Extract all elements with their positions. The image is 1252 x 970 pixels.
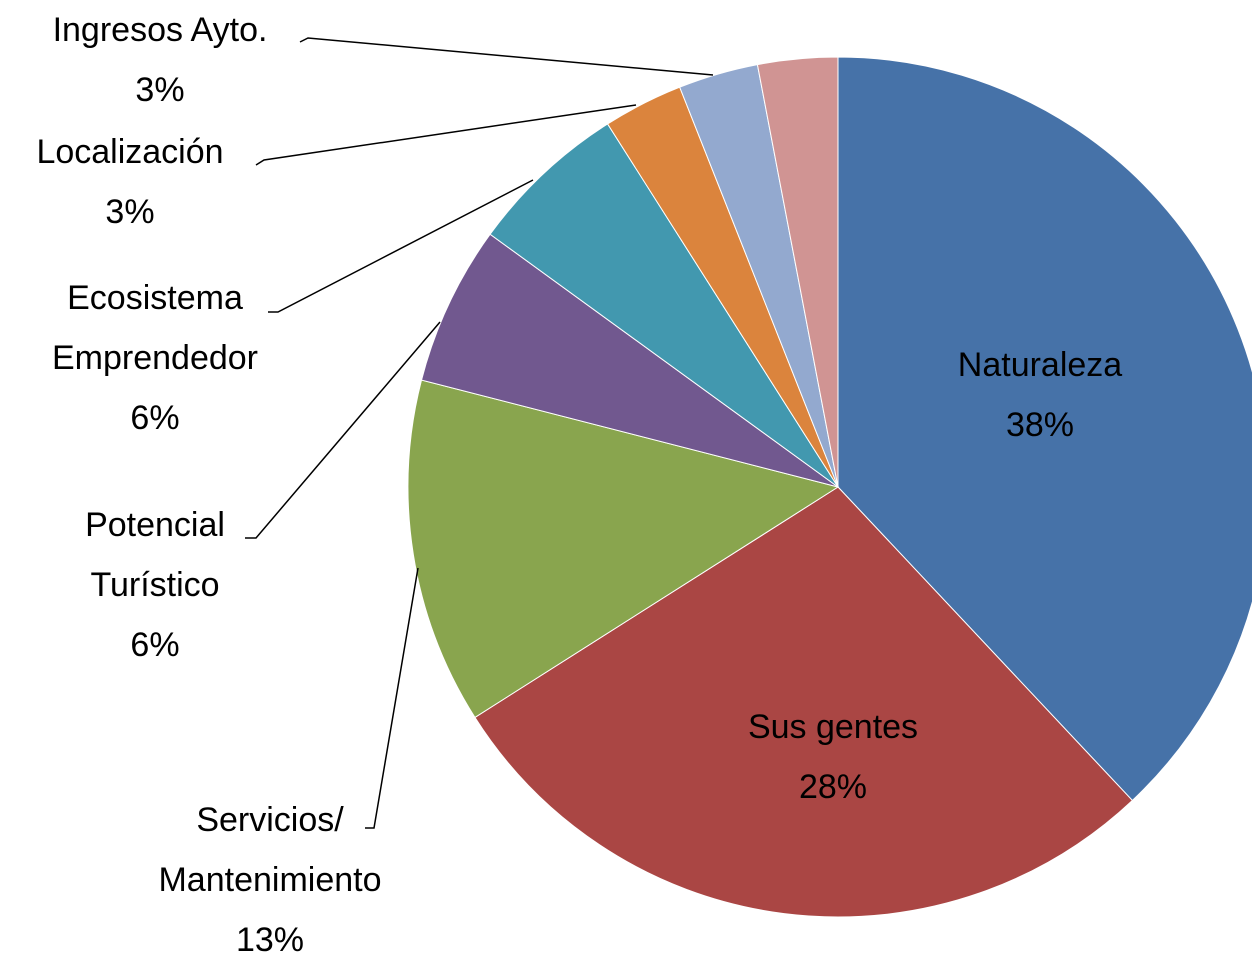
data-label: Ecosistema Emprendedor 6%	[30, 268, 280, 448]
leader-line	[268, 179, 534, 313]
pie-slice	[474, 486, 1134, 918]
category-label: Localización	[36, 133, 224, 171]
data-label: Localización 3%	[0, 122, 260, 242]
leader-line	[299, 37, 714, 76]
value-label: 13%	[235, 921, 305, 959]
leader-lines	[245, 37, 714, 829]
leader-line	[365, 567, 419, 829]
pie-slice	[407, 379, 840, 719]
data-label: Ingresos Ayto. 3%	[10, 0, 310, 120]
pie-slice	[489, 123, 839, 488]
value-label: 28%	[798, 768, 868, 806]
leader-line	[255, 104, 637, 166]
category-label: Naturaleza	[957, 346, 1123, 384]
pie-slice	[837, 56, 1252, 802]
category-label: Servicios/ Mantenimiento	[158, 801, 382, 899]
chart	[245, 37, 1252, 918]
value-label: 6%	[130, 626, 180, 664]
category-label: Potencial Turístico	[85, 506, 225, 604]
leader-line	[245, 321, 441, 539]
category-label: Sus gentes	[747, 708, 919, 746]
category-label: Ecosistema Emprendedor	[51, 279, 258, 377]
data-label: Servicios/ Mantenimiento 13%	[120, 790, 420, 970]
category-label: Ingresos Ayto.	[52, 11, 268, 49]
value-label: 3%	[135, 71, 185, 109]
pie-slice	[420, 233, 839, 488]
data-label: Naturaleza 38%	[890, 335, 1190, 455]
data-label: Sus gentes 28%	[683, 697, 983, 817]
value-label: 38%	[1005, 406, 1075, 444]
pie-slice	[756, 56, 839, 488]
data-label: Potencial Turístico 6%	[55, 495, 255, 675]
value-label: 6%	[130, 399, 180, 437]
value-label: 3%	[105, 193, 155, 231]
